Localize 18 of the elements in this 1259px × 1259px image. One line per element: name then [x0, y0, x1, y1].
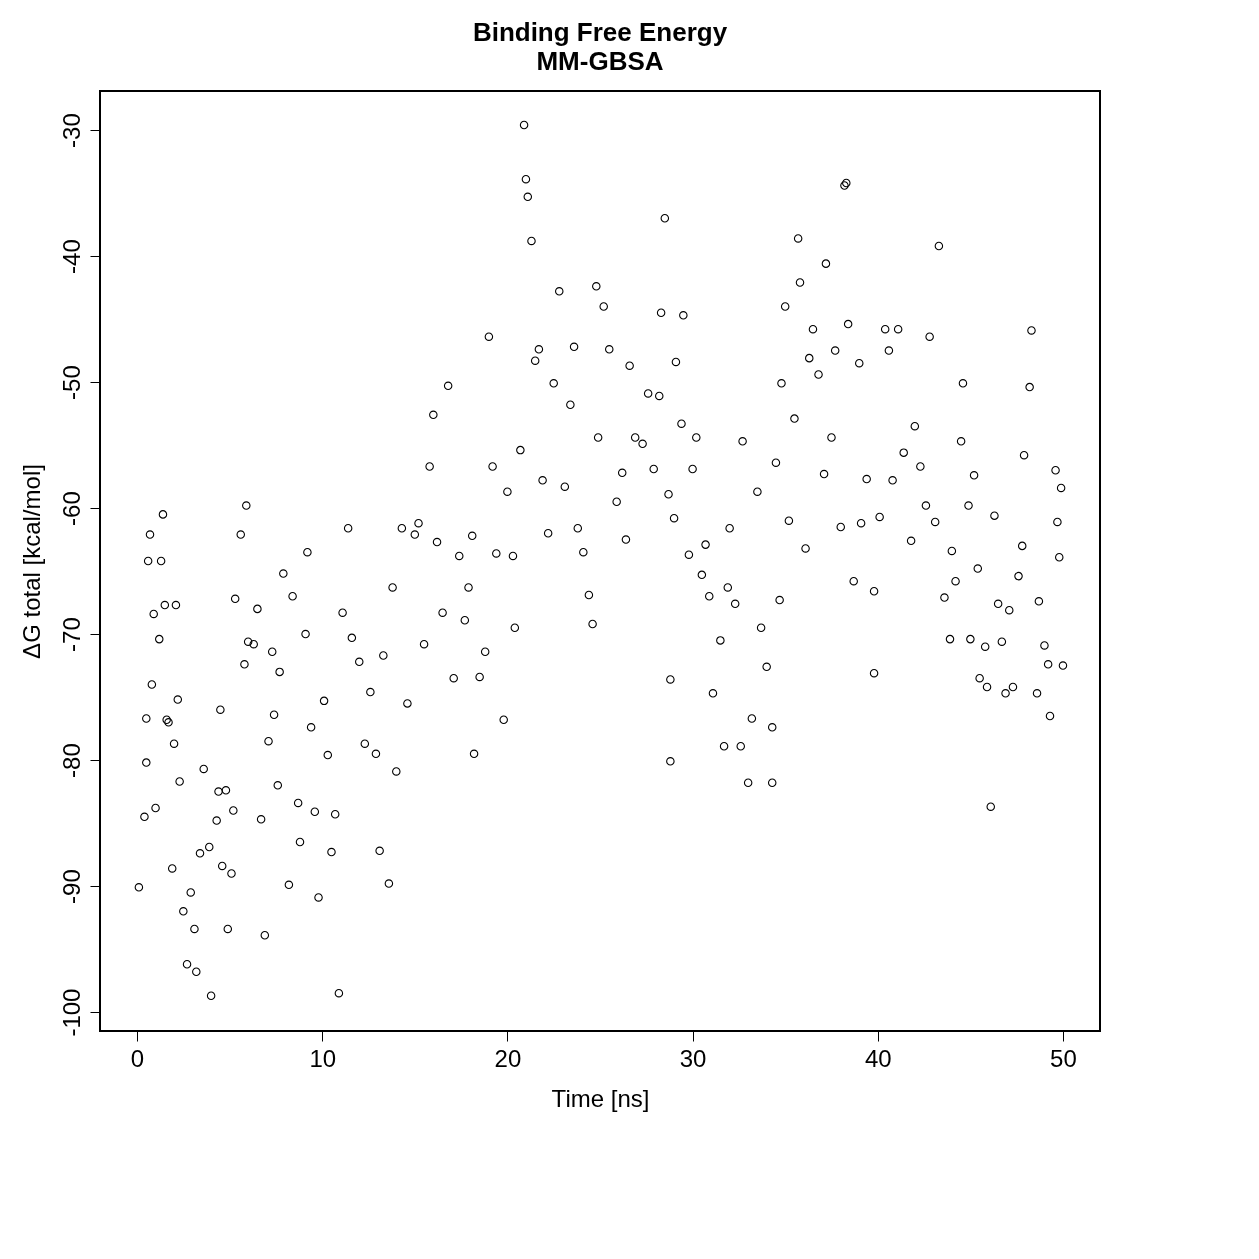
y-tick-label: -30: [57, 113, 85, 148]
y-tick-label: -90: [57, 869, 85, 904]
x-tick-label: 40: [864, 1044, 892, 1072]
y-tick-label: -50: [57, 365, 85, 400]
x-tick-label: 0: [130, 1044, 145, 1072]
y-tick-label: -40: [57, 239, 85, 274]
x-tick-label: 50: [1050, 1044, 1077, 1072]
x-axis-title: Time [ns]: [551, 1084, 650, 1112]
x-tick-label: 10: [309, 1044, 337, 1072]
y-tick-label: -60: [57, 491, 85, 526]
y-tick-label: -80: [57, 743, 85, 778]
chart-subtitle: MM-GBSA: [536, 46, 664, 76]
y-axis-title: ΔG total [kcal/mol]: [17, 464, 45, 659]
y-tick-label: -70: [57, 617, 85, 652]
chart-title: Binding Free Energy: [472, 17, 728, 47]
x-tick-label: 20: [494, 1044, 522, 1072]
x-tick-label: 30: [679, 1044, 707, 1072]
y-tick-label: -100: [57, 988, 85, 1037]
